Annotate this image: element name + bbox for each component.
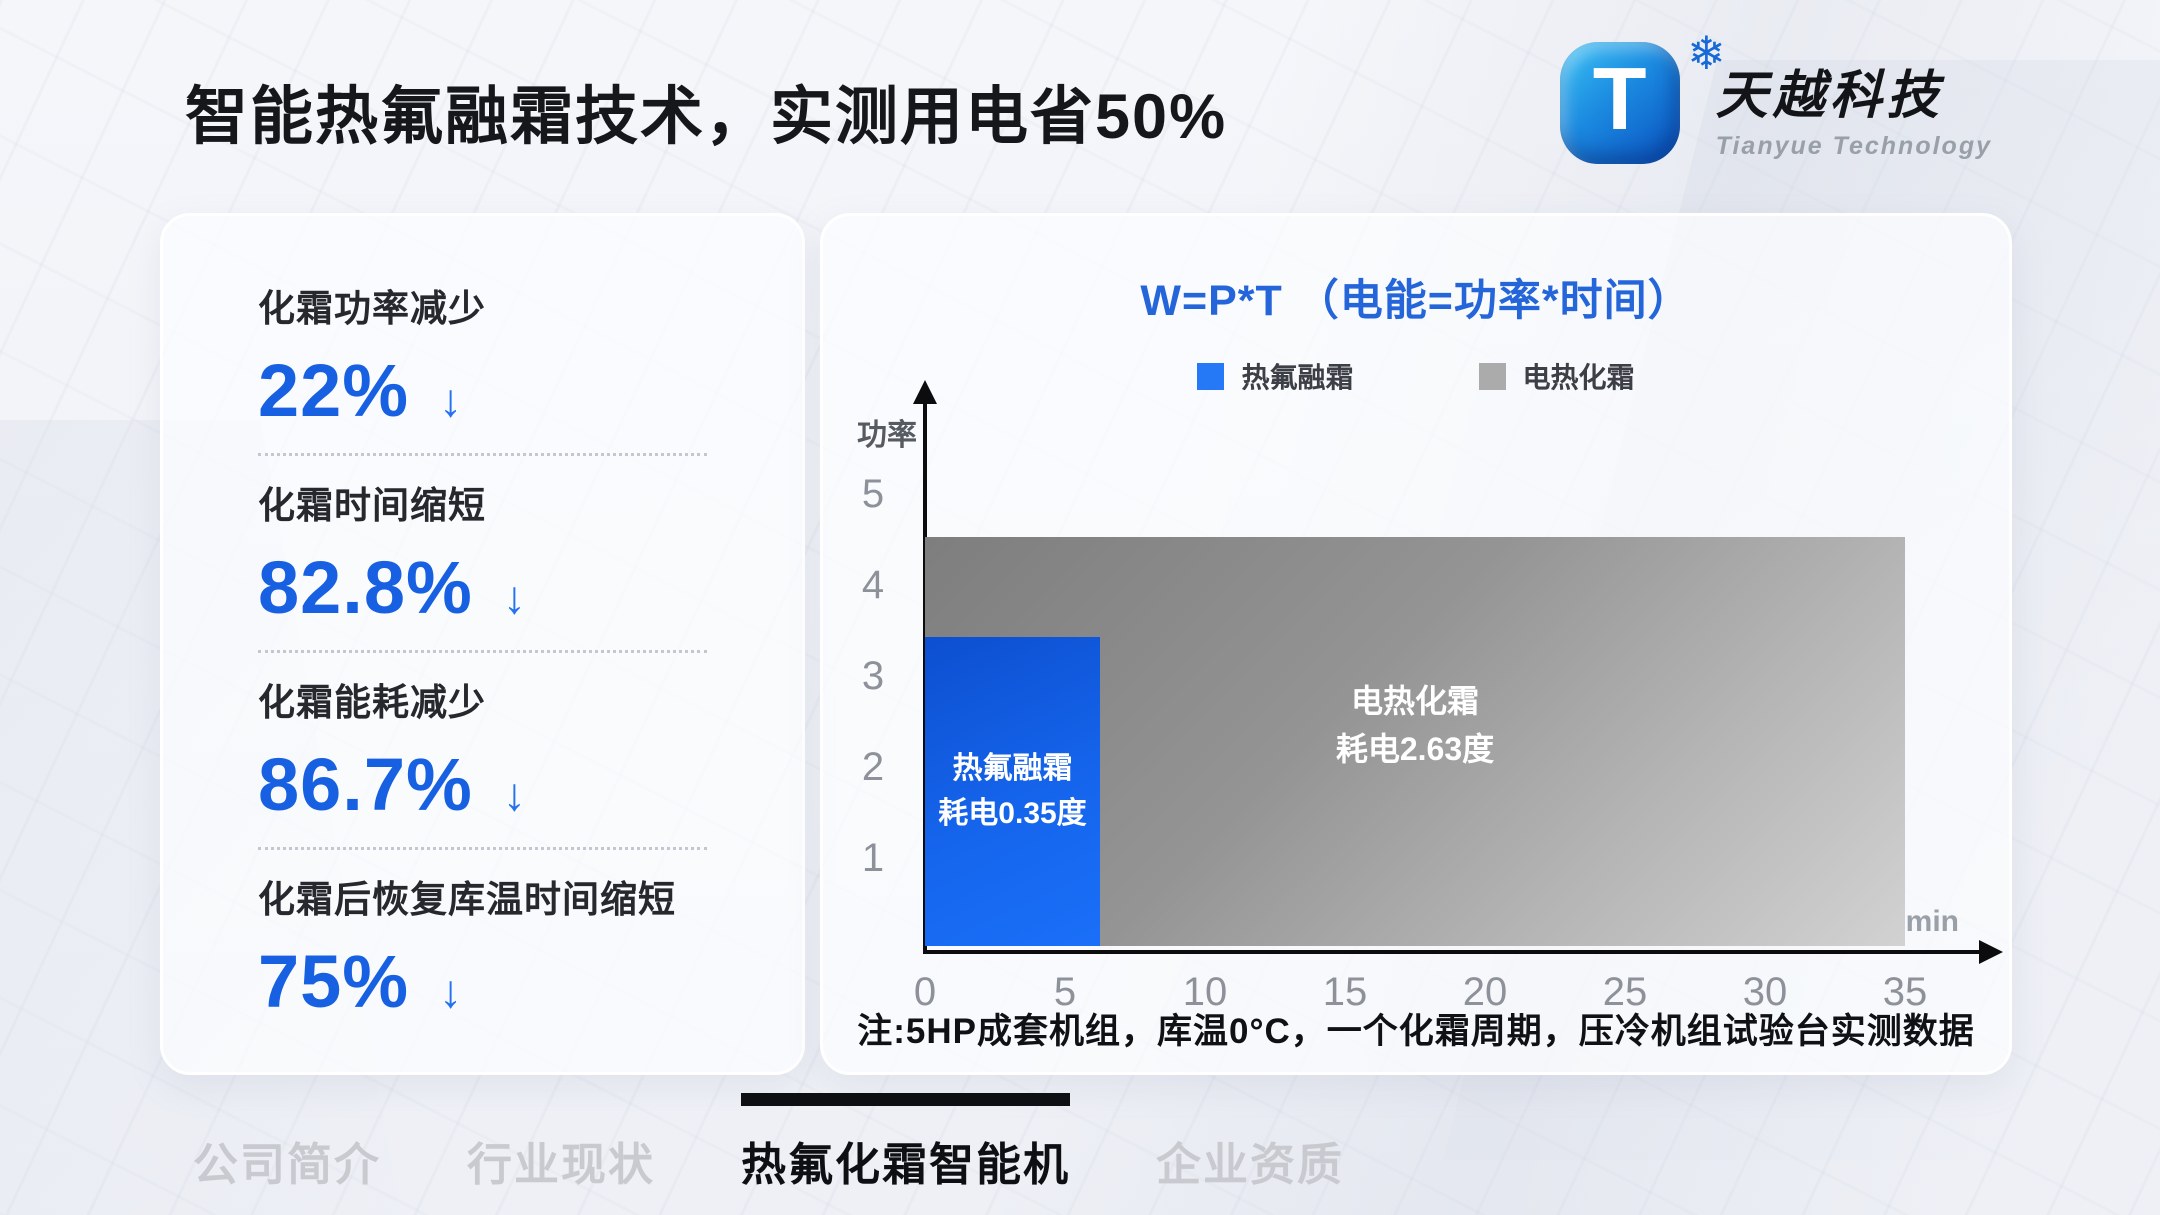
bar-label-electric: 电热化霜 耗电2.63度 bbox=[1335, 683, 1495, 768]
chart-card: W=P*T （电能=功率*时间） 热氟融霜 电热化霜 功率 除霜时间 min 电… bbox=[820, 213, 2012, 1075]
down-arrow-icon: ↓ bbox=[502, 768, 526, 820]
bar-label-hot-fluorine: 热氟融霜 耗电0.35度 bbox=[938, 752, 1087, 831]
stat-value: 82.8% bbox=[258, 546, 473, 629]
stat-label: 化霜后恢复库温时间缩短 bbox=[258, 879, 676, 920]
plot-area: 功率 除霜时间 min 电热化霜 耗电2.63度 热氟融霜 耗电0.35度 12… bbox=[823, 216, 2009, 1072]
legend-swatch-blue bbox=[1197, 362, 1225, 390]
stat-value: 22% bbox=[258, 349, 410, 432]
company-logo: T ❄ 天越科技 Tianyue Technology bbox=[1559, 30, 1992, 172]
page-title: 智能热氟融霜技术，实测用电省50% bbox=[185, 82, 1228, 152]
chart-note: 注:5HP成套机组，库温0°C，一个化霜周期，压冷机组试验台实测数据 bbox=[857, 1012, 1975, 1051]
legend-label: 电热化霜 bbox=[1522, 362, 1635, 393]
tab-enterprise-qualification[interactable]: 企业资质 bbox=[1156, 1139, 1345, 1190]
y-axis-arrow-icon bbox=[913, 380, 937, 404]
down-arrow-icon: ↓ bbox=[502, 571, 526, 623]
down-arrow-icon: ↓ bbox=[439, 374, 463, 426]
legend-label: 热氟融霜 bbox=[1241, 362, 1354, 393]
y-tick-label: 1 bbox=[861, 836, 885, 880]
logo-mark: T ❄ bbox=[1559, 30, 1726, 172]
stat-value: 86.7% bbox=[258, 743, 473, 826]
divider bbox=[258, 846, 707, 850]
x-tick-label: 25 bbox=[1602, 970, 1648, 1014]
stat-label: 化霜功率减少 bbox=[258, 288, 486, 329]
divider bbox=[258, 649, 707, 653]
logo-text: 天越科技 Tianyue Technology bbox=[1716, 53, 1992, 161]
chart-title: W=P*T （电能=功率*时间） bbox=[1140, 277, 1692, 325]
x-tick-label: 0 bbox=[913, 970, 937, 1014]
stat-label: 化霜时间缩短 bbox=[258, 485, 486, 526]
stat-value: 75% bbox=[258, 940, 410, 1023]
logo-name-cn: 天越科技 bbox=[1715, 67, 1944, 125]
x-tick-label: 35 bbox=[1882, 970, 1928, 1014]
stat-defrost-time: 化霜时间缩短 82.8% ↓ bbox=[258, 475, 707, 630]
legend-item-electric: 电热化霜 bbox=[1478, 356, 1635, 396]
legend-swatch-gray bbox=[1478, 362, 1506, 390]
y-axis-title: 功率 bbox=[857, 419, 917, 452]
logo-letter: T bbox=[1592, 49, 1647, 148]
snowflake-icon: ❄ bbox=[1687, 27, 1726, 79]
tab-industry-status[interactable]: 行业现状 bbox=[467, 1139, 656, 1190]
stat-defrost-power: 化霜功率减少 22% ↓ bbox=[258, 278, 707, 433]
chart-legend: 热氟融霜 电热化霜 bbox=[823, 356, 2009, 396]
x-tick-label: 30 bbox=[1742, 970, 1788, 1014]
stat-defrost-energy: 化霜能耗减少 86.7% ↓ bbox=[258, 672, 707, 827]
x-tick-label: 15 bbox=[1322, 970, 1368, 1014]
divider bbox=[258, 452, 707, 456]
tab-hot-fluorine-machine[interactable]: 热氟化霜智能机 bbox=[741, 1093, 1071, 1193]
stat-label: 化霜能耗减少 bbox=[258, 682, 486, 723]
stat-recovery-time: 化霜后恢复库温时间缩短 75% ↓ bbox=[258, 869, 707, 1024]
y-tick-label: 4 bbox=[861, 563, 885, 607]
x-axis-arrow-icon bbox=[1979, 940, 2003, 964]
y-tick-label: 2 bbox=[861, 745, 885, 789]
x-tick-label: 5 bbox=[1053, 970, 1077, 1014]
legend-item-hot-fluorine: 热氟融霜 bbox=[1197, 356, 1354, 396]
y-tick-label: 3 bbox=[861, 654, 885, 698]
bar-hot-fluorine-defrost: 热氟融霜 耗电0.35度 bbox=[925, 636, 1100, 946]
x-axis-line bbox=[923, 950, 1981, 954]
y-tick-label: 5 bbox=[861, 472, 885, 516]
tab-company-profile[interactable]: 公司简介 bbox=[193, 1139, 382, 1190]
down-arrow-icon: ↓ bbox=[439, 965, 463, 1017]
x-tick-label: 10 bbox=[1182, 970, 1228, 1014]
active-tab-indicator bbox=[741, 1093, 1071, 1106]
bottom-nav-tabs: 公司简介 行业现状 热氟化霜智能机 企业资质 bbox=[193, 1093, 1344, 1193]
x-tick-label: 20 bbox=[1462, 970, 1508, 1014]
logo-name-en: Tianyue Technology bbox=[1715, 132, 1992, 160]
stats-card: 化霜功率减少 22% ↓ 化霜时间缩短 82.8% ↓ 化霜能耗减少 86.7%… bbox=[160, 213, 805, 1075]
